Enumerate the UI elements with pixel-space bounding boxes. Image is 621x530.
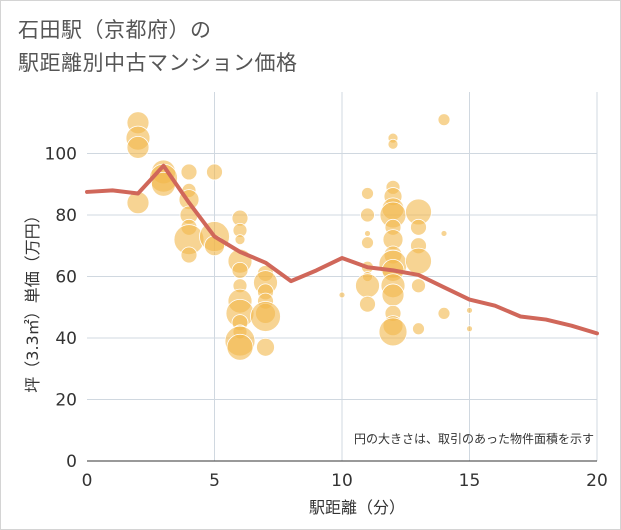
data-bubble (405, 247, 432, 275)
data-bubble (234, 234, 246, 246)
chart-title-line1: 石田駅（京都府）の (18, 18, 212, 42)
data-bubble (355, 273, 380, 299)
data-bubble (410, 218, 427, 236)
data-bubble (381, 283, 405, 307)
data-bubble (180, 163, 198, 181)
data-bubble (361, 187, 374, 200)
data-bubble (378, 317, 408, 347)
trend-line-layer (85, 163, 599, 336)
y-tick-label: 0 (66, 452, 77, 472)
data-bubble (387, 138, 399, 150)
axes: 0 20 40 60 80 100 0 5 10 15 20 (45, 145, 608, 492)
x-tick-label: 5 (209, 471, 220, 491)
y-tick-label: 20 (55, 391, 77, 411)
y-axis-title: 坪（3.3㎡）単価（万円） (23, 207, 42, 392)
data-bubble (231, 261, 249, 279)
bubble-layer (125, 111, 473, 361)
data-bubble (437, 113, 451, 127)
data-bubble (126, 135, 150, 159)
x-tick-label: 10 (331, 471, 353, 491)
data-bubble (440, 230, 448, 237)
chart-title-line2: 駅距離別中古マンション価格 (18, 51, 298, 75)
data-bubble (180, 246, 198, 264)
x-tick-label: 20 (586, 471, 608, 491)
data-bubble (466, 325, 473, 333)
data-bubble (360, 207, 375, 223)
data-bubble (361, 236, 374, 250)
data-bubble (437, 306, 451, 320)
x-axis-title: 駅距離（分） (309, 498, 405, 517)
y-tick-label: 80 (55, 206, 77, 226)
y-tick-label: 60 (55, 268, 77, 288)
data-bubble (364, 230, 371, 237)
data-bubble (250, 301, 281, 332)
y-tick-label: 40 (55, 329, 77, 349)
average-price-line (85, 163, 599, 336)
data-bubble (226, 333, 254, 361)
x-tick-label: 15 (459, 471, 481, 491)
data-bubble (411, 278, 426, 294)
grid-lines (87, 92, 598, 461)
y-tick-label: 100 (45, 145, 77, 165)
data-bubble (412, 322, 425, 336)
data-bubble (466, 306, 473, 314)
x-tick-label: 0 (82, 471, 93, 491)
data-bubble (256, 337, 275, 357)
data-bubble (338, 291, 346, 299)
bubble-size-note: 円の大きさは、取引のあった物件面積を示す (354, 431, 594, 446)
data-bubble (359, 295, 376, 313)
data-bubble (206, 163, 223, 181)
chart-title: 石田駅（京都府）の 駅距離別中古マンション価格 (18, 14, 298, 80)
